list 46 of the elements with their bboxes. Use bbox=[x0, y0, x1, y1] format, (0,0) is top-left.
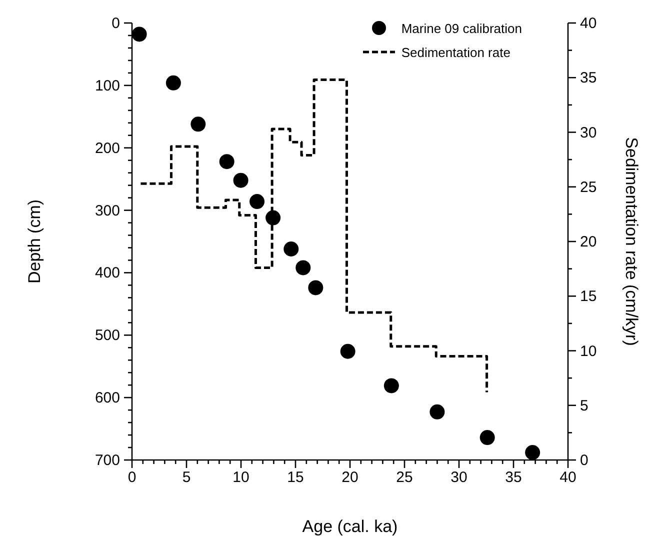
y-tick-label: 500 bbox=[94, 327, 120, 344]
point bbox=[233, 172, 248, 188]
point bbox=[190, 116, 206, 132]
y2-tick-label: 40 bbox=[580, 15, 597, 32]
x-tick-label: 15 bbox=[287, 469, 304, 486]
legend-label: Marine 09 calibration bbox=[401, 20, 522, 36]
point bbox=[296, 260, 311, 276]
y-tick-label: 0 bbox=[112, 15, 120, 32]
point bbox=[384, 378, 399, 394]
y2-tick-label: 15 bbox=[580, 288, 597, 306]
x-tick-label: 30 bbox=[450, 469, 468, 486]
y2-tick-label: 0 bbox=[580, 452, 588, 469]
legend-label: Sedimentation rate bbox=[401, 44, 510, 60]
y2-tick-label: 35 bbox=[580, 70, 597, 87]
x-tick-label: 20 bbox=[342, 469, 358, 486]
x-tick-label: 25 bbox=[396, 469, 413, 486]
y2-tick-label: 20 bbox=[580, 234, 597, 250]
x-tick-label: 10 bbox=[232, 469, 250, 486]
y-tick-label: 700 bbox=[94, 452, 120, 469]
x-tick-label: 40 bbox=[560, 469, 576, 486]
point bbox=[266, 210, 281, 226]
x-axis-title: Age (cal. ka) bbox=[302, 517, 398, 536]
point bbox=[480, 430, 495, 446]
point bbox=[250, 194, 265, 210]
y-axis-title: Depth (cm) bbox=[25, 199, 44, 284]
y2-tick-label: 10 bbox=[580, 342, 597, 360]
point bbox=[132, 26, 147, 42]
point bbox=[430, 404, 445, 420]
point bbox=[525, 445, 540, 460]
point bbox=[340, 344, 356, 359]
y-tick-label: 300 bbox=[94, 202, 120, 220]
y-tick-label: 600 bbox=[94, 390, 120, 407]
point bbox=[284, 241, 299, 256]
point bbox=[308, 280, 324, 296]
x-tick-label: 35 bbox=[505, 469, 522, 486]
y-tick-label: 200 bbox=[94, 140, 120, 157]
point bbox=[166, 75, 181, 90]
x-tick-label: 0 bbox=[128, 469, 136, 486]
y2-tick-label: 5 bbox=[580, 397, 588, 414]
x-tick-label: 5 bbox=[182, 469, 191, 486]
y2-tick-label: 25 bbox=[580, 178, 597, 196]
y-tick-label: 100 bbox=[94, 77, 120, 94]
y-tick-label: 400 bbox=[94, 264, 120, 282]
y2-tick-label: 30 bbox=[580, 124, 597, 142]
y2-axis-title: Sedimentation rate (cm/kyr) bbox=[622, 137, 641, 346]
point bbox=[219, 154, 234, 170]
